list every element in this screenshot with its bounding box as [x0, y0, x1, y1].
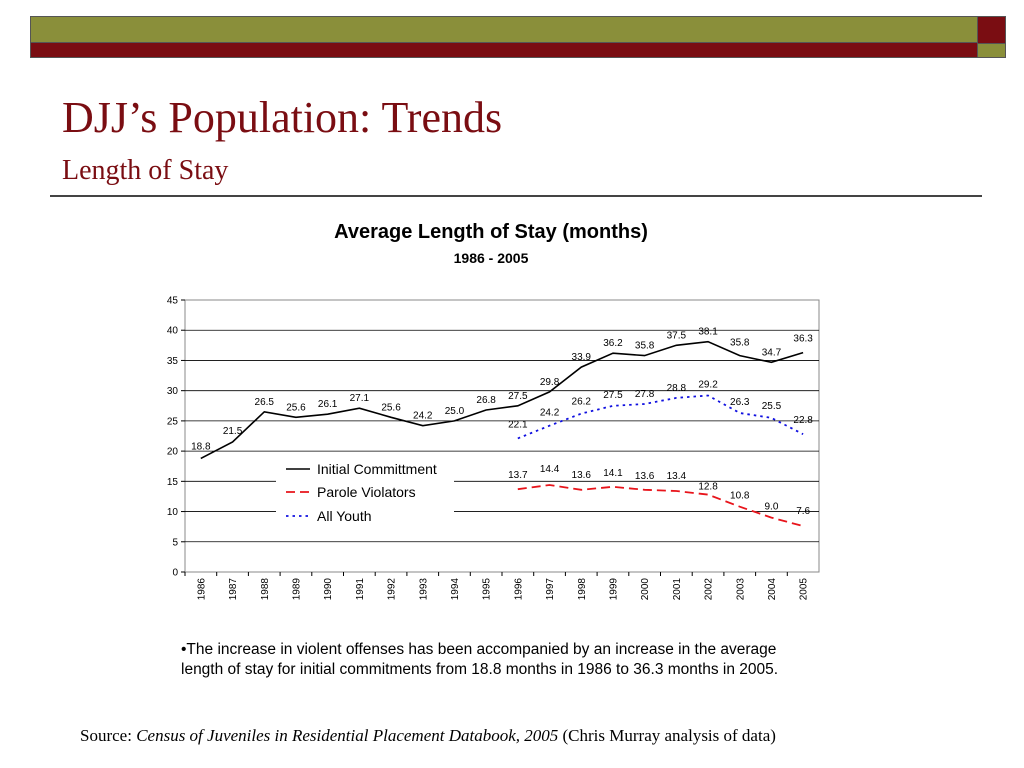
y-tick-label: 40: [167, 326, 179, 337]
data-label: 29.8: [540, 377, 560, 388]
data-label: 24.2: [540, 408, 560, 419]
data-label: 9.0: [764, 502, 778, 513]
source-title: Census of Juveniles in Residential Place…: [136, 726, 559, 745]
header-bar-olive: [31, 17, 977, 43]
x-tick-label: 1996: [513, 578, 524, 601]
data-label: 13.4: [667, 471, 687, 482]
y-tick-label: 20: [167, 447, 179, 458]
data-label: 13.7: [508, 470, 528, 481]
data-label: 27.5: [603, 390, 623, 401]
series-line-2: [517, 484, 804, 527]
bullet-text: •The increase in violent offenses has be…: [181, 641, 779, 678]
data-label: 29.2: [698, 380, 718, 391]
x-tick-label: 2002: [704, 578, 715, 601]
series-line-1: [200, 340, 804, 460]
source-prefix: Source:: [80, 726, 137, 745]
data-label: 36.2: [603, 338, 623, 349]
x-tick-label: 2003: [735, 578, 746, 601]
data-label: 22.8: [793, 415, 813, 426]
data-label: 7.6: [796, 506, 810, 517]
y-tick-label: 0: [172, 568, 178, 579]
data-label: 25.6: [381, 402, 401, 413]
chart-subtitle: 1986 - 2005: [454, 250, 529, 266]
x-tick-label: 1990: [323, 578, 334, 601]
x-tick-label: 1995: [482, 578, 493, 601]
legend-label: Initial Committment: [317, 461, 437, 477]
x-tick-label: 1988: [260, 578, 271, 601]
series-line-3: [517, 394, 804, 440]
data-label: 12.8: [698, 482, 718, 493]
line-chart: Average Length of Stay (months) 1986 - 20…: [167, 221, 820, 601]
legend-label: All Youth: [317, 508, 372, 524]
header-square-maroon: [977, 17, 1005, 43]
data-label: 14.1: [603, 468, 623, 479]
data-label: 27.5: [508, 391, 528, 402]
x-tick-label: 1992: [387, 578, 398, 601]
data-label: 22.1: [508, 419, 528, 430]
legend-box: [276, 458, 454, 534]
source-suffix: (Chris Murray analysis of data): [558, 726, 776, 745]
data-label: 27.1: [350, 393, 370, 404]
x-tick-label: 2000: [640, 578, 651, 601]
title-rule: [50, 195, 982, 197]
x-tick-label: 1998: [577, 578, 588, 601]
data-label: 25.6: [286, 402, 306, 413]
x-tick-label: 1994: [450, 578, 461, 601]
x-tick-label: 1987: [228, 578, 239, 601]
data-label: 27.8: [635, 389, 655, 400]
x-tick-label: 2005: [799, 578, 810, 601]
x-tick-label: 2004: [767, 578, 778, 601]
data-label: 13.6: [635, 471, 655, 482]
data-label: 21.5: [223, 426, 243, 437]
data-label: 25.0: [445, 406, 465, 417]
y-tick-label: 5: [172, 537, 178, 548]
data-label: 18.8: [191, 441, 211, 452]
data-label: 36.3: [793, 334, 813, 345]
x-tick-label: 1989: [291, 578, 302, 601]
data-label: 10.8: [730, 491, 750, 502]
y-tick-label: 30: [167, 386, 179, 397]
source-citation: Source: Census of Juveniles in Residenti…: [80, 726, 776, 746]
data-label: 34.7: [762, 347, 782, 358]
data-label: 33.9: [572, 352, 592, 363]
legend-label: Parole Violators: [317, 484, 416, 500]
header-bar-maroon: [31, 43, 977, 57]
x-tick-label: 1999: [608, 578, 619, 601]
data-label: 35.8: [730, 338, 750, 349]
data-label: 26.1: [318, 399, 338, 410]
y-tick-label: 15: [167, 477, 179, 488]
x-tick-label: 1997: [545, 578, 556, 601]
data-label: 38.1: [698, 327, 718, 338]
data-label: 26.5: [255, 397, 275, 408]
data-label: 13.6: [572, 470, 592, 481]
x-tick-label: 2001: [672, 578, 683, 601]
data-label: 26.3: [730, 397, 750, 408]
x-tick-label: 1993: [418, 578, 429, 601]
y-tick-label: 45: [167, 296, 179, 307]
data-label: 24.2: [413, 411, 433, 422]
header-square-olive: [977, 43, 1005, 57]
data-label: 14.4: [540, 464, 560, 475]
data-label: 26.8: [476, 395, 496, 406]
data-label: 37.5: [667, 330, 687, 341]
header-bar: [30, 16, 1006, 58]
data-label: 26.2: [572, 397, 592, 408]
data-label: 25.5: [762, 401, 782, 412]
y-tick-label: 25: [167, 416, 179, 427]
data-label: 35.8: [635, 341, 655, 352]
x-tick-label: 1986: [196, 578, 207, 601]
data-label: 28.8: [667, 383, 687, 394]
slide-subtitle: Length of Stay: [62, 155, 229, 186]
chart-title: Average Length of Stay (months): [334, 221, 648, 243]
y-tick-label: 35: [167, 356, 179, 367]
y-tick-label: 10: [167, 507, 179, 518]
x-tick-label: 1991: [355, 578, 366, 601]
slide-title: DJJ’s Population: Trends: [62, 93, 503, 142]
